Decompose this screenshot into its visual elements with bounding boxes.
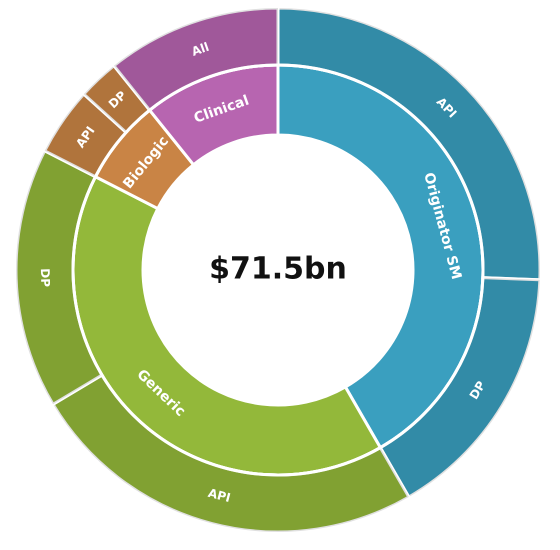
outer-shade xyxy=(83,65,150,133)
outer-label: All xyxy=(190,40,211,59)
center-label: $71.5bn xyxy=(209,252,347,287)
outer-shade xyxy=(380,277,540,497)
outer-shade xyxy=(278,8,541,280)
ring-separator xyxy=(71,63,485,477)
outer-label: API xyxy=(207,486,232,505)
rings xyxy=(14,6,542,534)
outer-shade xyxy=(53,375,409,532)
outer-shade xyxy=(113,8,278,111)
outer-label: DP xyxy=(38,268,53,287)
